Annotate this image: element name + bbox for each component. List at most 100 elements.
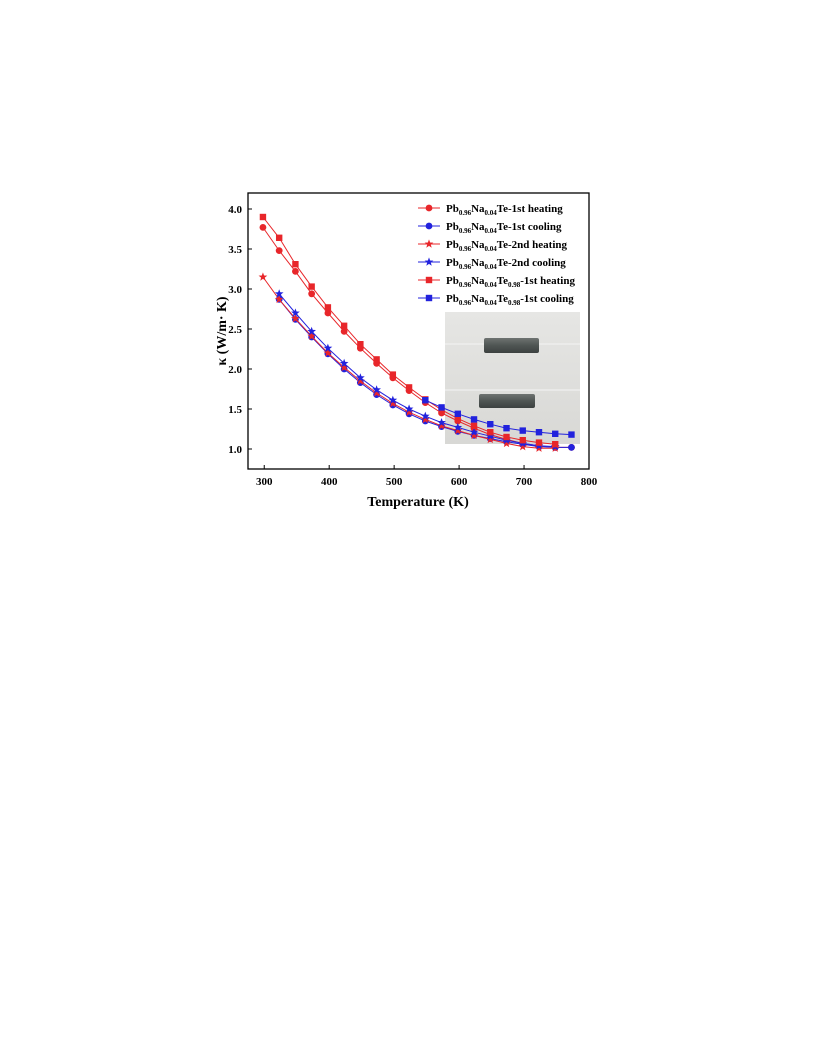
legend-label: Pb0.96Na0.04Te-2nd heating — [446, 239, 567, 253]
data-point — [307, 331, 317, 340]
sample-bar-bottom — [479, 394, 535, 408]
x-tick-label: 600 — [451, 476, 468, 488]
data-point — [324, 304, 332, 311]
data-point — [307, 326, 317, 336]
data-point — [518, 442, 528, 451]
legend: Pb0.96Na0.04Te-1st heating Pb0.96Na0.04Te… — [418, 203, 575, 307]
legend-marker — [425, 294, 433, 302]
x-tick-label: 500 — [386, 476, 403, 488]
y-axis: 1.0 1.5 2.0 2.5 3.0 3.5 4.0 — [228, 204, 252, 456]
data-point — [274, 289, 284, 298]
data-point — [388, 395, 398, 404]
y-tick-label: 1.5 — [228, 404, 242, 416]
data-point — [437, 421, 446, 430]
legend-marker — [425, 204, 433, 212]
data-point — [469, 427, 479, 436]
data-point — [291, 314, 300, 323]
x-axis: 300 400 500 600 700 800 — [256, 465, 598, 488]
y-tick-label: 4.0 — [228, 204, 242, 216]
data-point — [568, 444, 575, 451]
x-tick-label: 400 — [321, 476, 338, 488]
data-point — [437, 418, 446, 427]
legend-item: Pb0.96Na0.04Te-2nd cooling — [418, 257, 566, 271]
data-point — [534, 443, 544, 452]
data-point — [340, 328, 348, 335]
data-point — [340, 322, 348, 329]
data-point — [258, 272, 268, 281]
y-tick-label: 2.0 — [228, 364, 242, 376]
data-point — [291, 308, 300, 317]
legend-label: Pb0.96Na0.04Te-2nd cooling — [446, 257, 566, 271]
data-point — [372, 385, 381, 394]
data-point — [535, 429, 543, 436]
data-point — [487, 429, 494, 436]
x-axis-title: Temperature (K) — [367, 495, 469, 510]
legend-item: Pb0.96Na0.04Te-1st cooling — [418, 221, 562, 235]
series-6 — [422, 397, 575, 438]
legend-label: Pb0.96Na0.04Te0.98-1st cooling — [446, 293, 574, 307]
series-line — [425, 399, 572, 436]
data-point — [405, 384, 413, 391]
data-point — [372, 388, 381, 397]
legend-item: Pb0.96Na0.04Te-1st heating — [418, 203, 563, 217]
data-point — [422, 397, 429, 404]
data-point — [469, 430, 479, 440]
data-point — [552, 441, 559, 448]
data-point — [485, 434, 495, 444]
data-point — [388, 398, 398, 408]
data-point — [535, 439, 543, 446]
data-point — [259, 213, 267, 221]
data-point — [339, 358, 349, 368]
plot-frame — [247, 192, 590, 470]
series-layer — [258, 213, 575, 452]
data-point — [323, 348, 333, 357]
data-point — [519, 437, 526, 444]
x-tick-label: 300 — [256, 476, 273, 488]
data-point — [470, 422, 478, 429]
data-point — [357, 341, 364, 348]
legend-label: Pb0.96Na0.04Te-1st cooling — [446, 221, 562, 235]
x-tick-label: 700 — [516, 476, 533, 488]
data-point — [355, 373, 365, 382]
sample-bar-top — [484, 338, 539, 353]
y-tick-label: 2.5 — [228, 324, 242, 336]
data-point — [438, 404, 445, 411]
data-point — [503, 433, 510, 441]
data-point — [453, 422, 463, 432]
series-5 — [259, 213, 559, 448]
series-line — [278, 293, 556, 448]
data-point — [453, 426, 463, 435]
data-point — [404, 407, 414, 416]
y-tick-label: 1.0 — [228, 444, 242, 456]
y-axis-title: κ (W/m· K) — [215, 296, 230, 366]
legend-item: Pb0.96Na0.04Te0.98-1st heating — [418, 275, 575, 289]
data-point — [485, 431, 495, 440]
data-point — [470, 416, 478, 423]
data-point — [308, 283, 315, 290]
data-point — [487, 421, 494, 428]
x-tick-label: 800 — [581, 476, 598, 488]
data-point — [292, 261, 299, 268]
data-point — [420, 414, 430, 424]
data-point — [454, 415, 461, 422]
legend-marker — [425, 276, 433, 284]
legend-marker — [424, 257, 434, 266]
data-point — [274, 294, 284, 304]
data-point — [373, 356, 380, 363]
legend-label: Pb0.96Na0.04Te-1st heating — [446, 203, 563, 217]
data-point — [404, 404, 414, 413]
data-point — [420, 411, 430, 420]
data-point — [339, 362, 349, 372]
data-point — [454, 410, 461, 417]
legend-label: Pb0.96Na0.04Te0.98-1st heating — [446, 275, 575, 289]
y-tick-label: 3.0 — [228, 284, 242, 296]
inset-photo — [445, 312, 580, 444]
data-point — [259, 224, 267, 231]
data-point — [355, 376, 365, 385]
legend-marker — [425, 222, 433, 230]
legend-item: Pb0.96Na0.04Te-2nd heating — [418, 239, 567, 253]
data-point — [519, 427, 526, 434]
y-tick-label: 3.5 — [228, 244, 242, 256]
data-point — [275, 234, 283, 241]
